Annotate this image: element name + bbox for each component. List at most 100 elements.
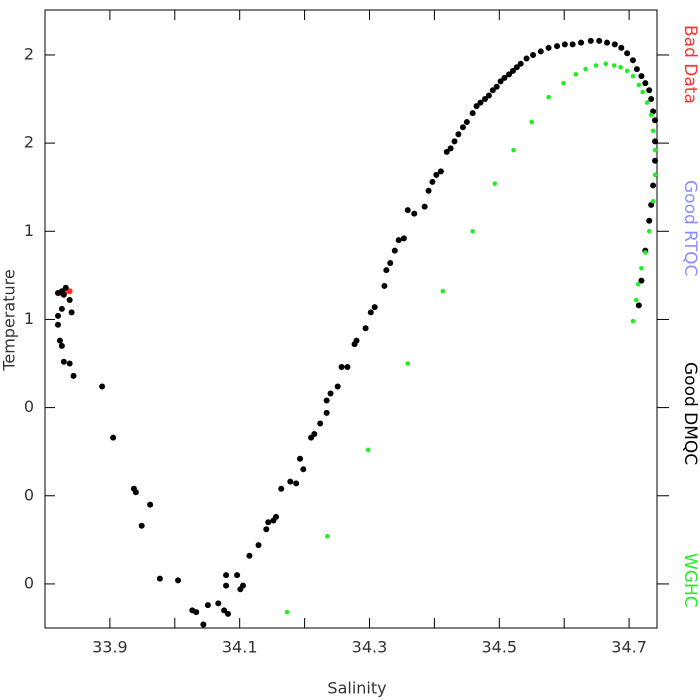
y-tick-label: 0 (24, 397, 34, 416)
data-point (561, 80, 566, 86)
data-point (578, 39, 585, 46)
data-point (278, 485, 285, 492)
data-point (644, 100, 650, 105)
data-point (517, 60, 524, 67)
data-point (367, 309, 374, 316)
data-point (469, 110, 476, 117)
data-point (338, 364, 345, 371)
data-point (624, 68, 630, 74)
data-point (506, 71, 513, 78)
data-point (56, 337, 63, 344)
data-point (110, 434, 117, 441)
data-point (511, 147, 516, 153)
data-point (646, 228, 652, 234)
data-point (473, 103, 480, 110)
data-point (573, 72, 579, 77)
data-point (509, 67, 516, 74)
data-point (640, 89, 646, 95)
data-point (546, 94, 551, 100)
data-point (387, 260, 394, 267)
data-point (643, 250, 648, 255)
data-point (493, 83, 500, 90)
data-point (638, 277, 645, 284)
data-point (317, 420, 324, 427)
data-point (365, 447, 371, 453)
y-tick-label: 2 (24, 133, 34, 152)
data-point (638, 73, 645, 80)
data-point (362, 325, 369, 332)
data-point (215, 600, 222, 607)
data-point (66, 288, 73, 295)
data-point (463, 118, 470, 125)
data-point (239, 582, 246, 589)
data-point (596, 37, 603, 44)
data-point (70, 372, 77, 379)
data-point (411, 210, 418, 217)
data-point (66, 360, 73, 367)
data-point (223, 582, 230, 589)
data-point (293, 480, 300, 487)
data-point (633, 297, 639, 303)
data-point (381, 282, 388, 289)
data-point (618, 65, 623, 70)
data-point (60, 358, 67, 365)
data-point (353, 337, 360, 344)
data-point (132, 489, 139, 496)
data-point (221, 607, 228, 614)
data-point (455, 131, 462, 138)
data-point (273, 513, 280, 520)
data-point (344, 364, 351, 371)
data-point (225, 610, 232, 617)
data-point (523, 55, 530, 62)
data-point (447, 145, 454, 152)
data-point (60, 291, 67, 298)
data-point (537, 48, 544, 55)
data-point (636, 82, 642, 88)
data-point (58, 305, 65, 312)
data-point (287, 478, 294, 485)
data-point (646, 217, 653, 224)
data-point (611, 41, 618, 48)
data-point (421, 203, 428, 210)
data-point (650, 182, 657, 189)
data-point (405, 361, 411, 366)
data-point (650, 199, 656, 204)
data-point (58, 342, 65, 349)
data-point (297, 455, 304, 462)
legend-label: Good RTQC (680, 180, 700, 276)
plot-frame (44, 9, 658, 629)
data-point (255, 542, 262, 549)
data-point (630, 73, 636, 79)
data-point (635, 302, 642, 309)
data-point (265, 519, 272, 526)
data-point (593, 63, 599, 68)
data-point (395, 237, 402, 244)
data-point (642, 80, 649, 87)
data-point (635, 281, 641, 287)
data-point (545, 44, 552, 51)
y-tick-label: 1 (24, 221, 34, 240)
data-point (501, 74, 508, 81)
data-point (650, 128, 656, 134)
x-tick-label: 34.7 (611, 638, 647, 657)
data-point (156, 575, 163, 582)
data-point (646, 87, 653, 94)
y-tick-label: 2 (24, 44, 34, 63)
data-point (630, 318, 636, 324)
data-point (311, 431, 318, 438)
data-point (648, 112, 654, 118)
data-point (451, 138, 458, 145)
data-point (54, 312, 61, 319)
data-point (99, 383, 106, 390)
data-point (334, 383, 341, 390)
data-point (652, 138, 659, 145)
data-point (492, 181, 498, 186)
data-point (652, 147, 658, 153)
data-point (603, 61, 609, 67)
data-point (633, 66, 640, 73)
y-tick-label: 0 (24, 573, 34, 592)
data-point (618, 44, 625, 51)
data-point (327, 390, 334, 397)
data-point (443, 148, 450, 155)
